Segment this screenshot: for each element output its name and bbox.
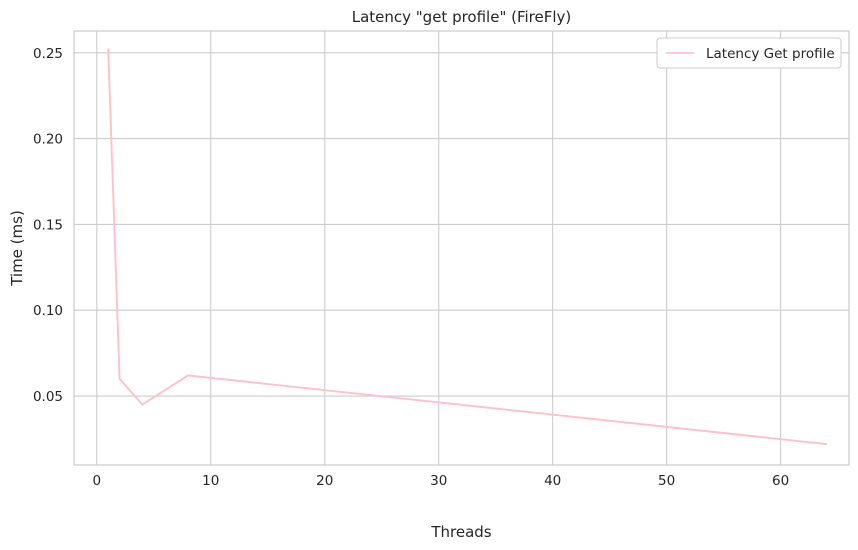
y-axis-label: Time (ms) xyxy=(8,210,26,287)
x-tick-label: 60 xyxy=(772,473,789,489)
x-tick-label: 50 xyxy=(658,473,675,489)
y-tick-label: 0.15 xyxy=(33,217,63,233)
y-tick-label: 0.25 xyxy=(33,46,63,62)
x-tick-label: 0 xyxy=(92,473,101,489)
x-axis-label: Threads xyxy=(430,523,491,541)
legend-box xyxy=(656,37,842,69)
tick-labels: 0 10 20 30 40 50 60 0.05 0.10 0.15 0.20 0.25 xyxy=(33,46,789,489)
x-tick-label: 30 xyxy=(430,473,447,489)
legend: Latency Get profile xyxy=(656,37,842,69)
legend-label: Latency Get profile xyxy=(706,46,835,62)
x-tick-label: 10 xyxy=(202,473,219,489)
chart-title: Latency "get profile" (FireFly) xyxy=(352,8,572,26)
y-tick-label: 0.10 xyxy=(33,303,63,319)
plot-data xyxy=(107,48,828,446)
y-tick-label: 0.05 xyxy=(33,389,63,405)
y-tick-label: 0.20 xyxy=(33,132,63,148)
x-tick-label: 40 xyxy=(544,473,561,489)
plot-frame xyxy=(73,30,850,466)
x-tick-label: 20 xyxy=(316,473,333,489)
series-line-latency-get-profile xyxy=(107,48,828,446)
grid-lines xyxy=(74,31,849,465)
